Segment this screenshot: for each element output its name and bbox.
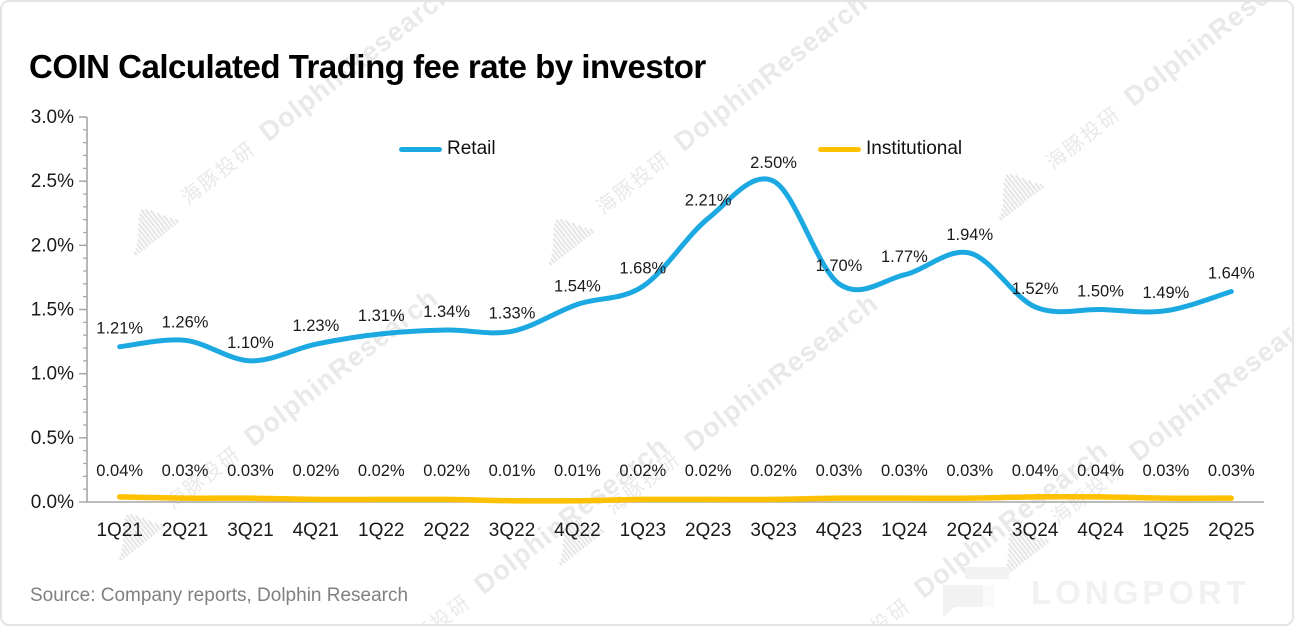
retail-data-label: 1.50% bbox=[1077, 283, 1124, 301]
retail-data-label: 1.64% bbox=[1208, 265, 1255, 283]
retail-data-label: 1.77% bbox=[881, 248, 928, 266]
retail-data-label: 1.94% bbox=[946, 226, 993, 244]
x-tick-label: 1Q22 bbox=[358, 520, 404, 541]
retail-data-label: 1.33% bbox=[489, 304, 536, 322]
retail-data-label: 1.26% bbox=[162, 313, 209, 331]
x-tick-label: 4Q21 bbox=[293, 520, 339, 541]
institutional-data-label: 0.03% bbox=[1208, 462, 1255, 480]
retail-data-label: 1.68% bbox=[619, 259, 666, 277]
institutional-data-label: 0.02% bbox=[750, 462, 797, 480]
retail-data-label: 1.10% bbox=[227, 334, 274, 352]
longport-logo: LONGPORT bbox=[943, 567, 1250, 619]
institutional-data-label: 0.04% bbox=[1077, 462, 1124, 480]
x-tick-label: 3Q24 bbox=[1012, 520, 1059, 541]
y-tick-label: 3.0% bbox=[31, 107, 74, 128]
institutional-data-label: 0.03% bbox=[162, 462, 209, 480]
x-tick-label: 4Q24 bbox=[1077, 520, 1124, 541]
retail-data-label: 1.52% bbox=[1012, 280, 1059, 298]
retail-data-label: 1.54% bbox=[554, 277, 601, 295]
x-tick-label: 3Q22 bbox=[489, 520, 535, 541]
x-tick-label: 4Q22 bbox=[554, 520, 600, 541]
institutional-data-label: 0.02% bbox=[685, 462, 732, 480]
x-tick-label: 2Q23 bbox=[685, 520, 731, 541]
chart-title: COIN Calculated Trading fee rate by inve… bbox=[29, 48, 706, 86]
retail-data-label: 1.23% bbox=[292, 317, 339, 335]
legend-item-institutional: Institutional bbox=[818, 138, 962, 160]
institutional-data-label: 0.01% bbox=[554, 462, 601, 480]
institutional-data-label: 0.02% bbox=[423, 462, 470, 480]
institutional-data-label: 0.04% bbox=[1012, 462, 1059, 480]
y-tick-label: 1.0% bbox=[31, 364, 74, 385]
institutional-data-label: 0.03% bbox=[1143, 462, 1190, 480]
retail-data-label: 1.31% bbox=[358, 307, 405, 325]
institutional-data-label: 0.03% bbox=[816, 462, 863, 480]
y-tick-label: 0.0% bbox=[31, 492, 74, 513]
x-tick-label: 1Q25 bbox=[1143, 520, 1189, 541]
x-tick-label: 1Q23 bbox=[620, 520, 666, 541]
institutional-data-label: 0.02% bbox=[292, 462, 339, 480]
institutional-data-label: 0.03% bbox=[881, 462, 928, 480]
longport-logo-text: LONGPORT bbox=[1031, 574, 1250, 611]
x-tick-label: 2Q25 bbox=[1208, 520, 1254, 541]
y-tick-label: 2.5% bbox=[31, 171, 74, 192]
retail-data-label: 1.49% bbox=[1143, 284, 1190, 302]
retail-data-label: 1.34% bbox=[423, 303, 470, 321]
institutional-line bbox=[116, 493, 1235, 504]
institutional-data-label: 0.04% bbox=[96, 462, 143, 480]
institutional-data-label: 0.03% bbox=[227, 462, 274, 480]
retail-line-swatch bbox=[399, 146, 442, 152]
longport-logo-icon bbox=[943, 567, 1009, 617]
y-tick-label: 2.0% bbox=[31, 235, 74, 256]
retail-data-label: 2.50% bbox=[750, 154, 797, 172]
legend-label-retail: Retail bbox=[447, 138, 496, 159]
retail-line bbox=[117, 176, 1234, 364]
source-note: Source: Company reports, Dolphin Researc… bbox=[30, 585, 409, 606]
retail-data-label: 2.21% bbox=[685, 191, 732, 209]
retail-data-label: 1.21% bbox=[96, 320, 143, 338]
x-tick-label: 1Q24 bbox=[881, 520, 928, 541]
institutional-data-label: 0.02% bbox=[619, 462, 666, 480]
legend-label-institutional: Institutional bbox=[866, 138, 963, 159]
legend-item-retail: Retail bbox=[399, 138, 496, 160]
retail-data-label: 1.70% bbox=[816, 257, 863, 275]
x-tick-label: 3Q21 bbox=[227, 520, 273, 541]
x-tick-label: 3Q23 bbox=[750, 520, 796, 541]
institutional-data-label: 0.02% bbox=[358, 462, 405, 480]
institutional-data-label: 0.03% bbox=[946, 462, 993, 480]
y-tick-label: 1.5% bbox=[31, 300, 74, 321]
institutional-line-swatch bbox=[818, 146, 861, 152]
x-tick-label: 2Q21 bbox=[162, 520, 208, 541]
x-tick-label: 1Q21 bbox=[96, 520, 142, 541]
x-tick-label: 2Q22 bbox=[423, 520, 469, 541]
x-tick-label: 4Q23 bbox=[816, 520, 862, 541]
x-tick-label: 2Q24 bbox=[947, 520, 994, 541]
y-tick-label: 0.5% bbox=[31, 428, 74, 449]
institutional-data-label: 0.01% bbox=[489, 462, 536, 480]
